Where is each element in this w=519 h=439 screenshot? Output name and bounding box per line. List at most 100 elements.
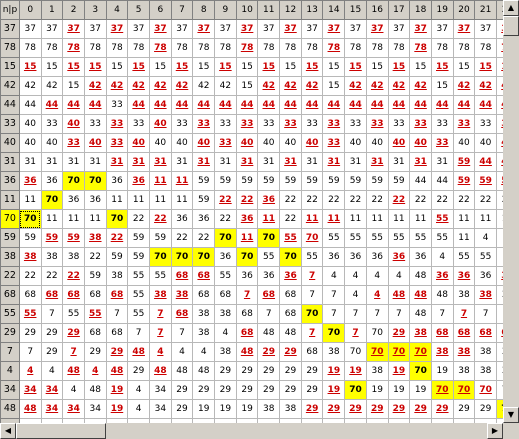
grid-cell[interactable]: 37 [214,19,237,39]
grid-cell[interactable]: 34 [40,380,64,400]
grid-cell[interactable]: 19 [192,399,216,419]
grid-cell[interactable]: 7 [300,285,324,305]
grid-cell[interactable]: 55 [322,228,346,248]
grid-cell[interactable]: 78 [344,38,367,58]
grid-cell[interactable]: 70 [300,304,324,324]
grid-cell[interactable]: 36 [62,190,85,210]
row-header[interactable]: 29 [0,323,20,343]
grid-cell[interactable]: 40 [279,133,302,153]
grid-cell[interactable]: 55 [474,247,497,267]
grid-cell[interactable]: 7 [148,323,172,343]
grid-cell[interactable]: 70 [409,361,432,381]
grid-cell[interactable]: 55 [127,304,150,324]
grid-cell[interactable]: 33 [214,133,237,153]
row-header[interactable]: 44 [0,95,20,115]
grid-cell[interactable]: 7 [62,342,85,362]
row-header[interactable]: 48 [0,399,20,419]
grid-cell[interactable]: 44 [279,95,302,115]
grid-cell[interactable]: 4 [214,323,237,343]
grid-cell[interactable]: 78 [322,38,346,58]
column-header[interactable]: 3 [83,0,107,20]
grid-cell[interactable]: 70 [474,380,497,400]
grid-cell[interactable]: 78 [40,38,64,58]
grid-cell[interactable]: 15 [430,57,454,77]
grid-cell[interactable]: 59 [257,171,281,191]
grid-cell[interactable]: 31 [127,152,150,172]
grid-cell[interactable]: 33 [235,114,259,134]
grid-cell[interactable]: 7 [300,323,324,343]
column-header[interactable]: 21 [474,0,497,20]
grid-cell[interactable]: 44 [192,95,216,115]
grid-cell[interactable]: 15 [127,57,150,77]
grid-cell[interactable]: 34 [62,399,85,419]
grid-cell[interactable]: 19 [105,380,129,400]
grid-cell[interactable]: 38 [192,304,216,324]
grid-cell[interactable]: 22 [192,228,216,248]
grid-cell[interactable]: 37 [322,19,346,39]
grid-cell[interactable]: 22 [387,190,411,210]
grid-cell[interactable]: 59 [235,171,259,191]
grid-cell[interactable]: 29 [300,361,324,381]
row-header[interactable]: 37 [0,19,20,39]
grid-cell[interactable]: 68 [62,285,85,305]
grid-cell[interactable]: 78 [300,38,324,58]
grid-cell[interactable]: 29 [40,342,64,362]
grid-cell[interactable]: 70 [409,342,432,362]
grid-cell[interactable]: 36 [452,266,476,286]
grid-cell[interactable]: 19 [430,361,454,381]
grid-cell[interactable]: 33 [105,95,129,115]
grid-cell[interactable]: 29 [62,323,85,343]
grid-cell[interactable]: 40 [127,133,150,153]
grid-cell[interactable]: 38 [170,285,194,305]
grid-cell[interactable]: 44 [430,171,454,191]
grid-cell[interactable]: 33 [430,114,454,134]
grid-cell[interactable]: 59 [279,171,302,191]
grid-cell[interactable]: 4 [387,266,411,286]
grid-cell[interactable]: 42 [148,76,172,96]
grid-cell[interactable]: 40 [148,133,172,153]
grid-cell[interactable]: 4 [148,342,172,362]
grid-cell[interactable]: 42 [192,76,216,96]
grid-cell[interactable]: 15 [365,57,389,77]
grid-cell[interactable]: 48 [83,380,107,400]
grid-cell[interactable]: 59 [83,266,107,286]
horizontal-scrollbar[interactable]: ◀ ▶ [0,423,503,439]
grid-cell[interactable]: 33 [127,114,150,134]
grid-cell[interactable]: 4 [127,380,150,400]
grid-cell[interactable]: 15 [192,57,216,77]
grid-cell[interactable]: 48 [409,285,432,305]
grid-cell[interactable]: 15 [62,76,85,96]
grid-cell[interactable]: 33 [279,114,302,134]
grid-cell[interactable]: 7 [40,304,64,324]
grid-cell[interactable]: 40 [18,114,42,134]
grid-cell[interactable]: 4 [344,285,367,305]
grid-cell[interactable]: 15 [235,57,259,77]
grid-cell[interactable]: 44 [18,95,42,115]
grid-cell[interactable]: 78 [257,38,281,58]
grid-cell[interactable]: 29 [300,399,324,419]
grid-cell[interactable]: 19 [365,380,389,400]
grid-cell[interactable]: 36 [257,266,281,286]
grid-cell[interactable]: 38 [322,342,346,362]
grid-cell[interactable]: 70 [322,323,346,343]
grid-cell[interactable]: 48 [127,342,150,362]
grid-cell[interactable]: 44 [148,95,172,115]
grid-cell[interactable]: 44 [127,95,150,115]
grid-cell[interactable]: 15 [387,57,411,77]
grid-cell[interactable]: 59 [192,190,216,210]
grid-cell[interactable]: 38 [62,247,85,267]
grid-cell[interactable]: 70 [344,380,367,400]
grid-cell[interactable]: 48 [170,361,194,381]
grid-cell[interactable]: 15 [105,57,129,77]
grid-cell[interactable]: 68 [279,304,302,324]
grid-cell[interactable]: 48 [148,361,172,381]
grid-cell[interactable]: 40 [40,133,64,153]
grid-cell[interactable]: 42 [170,76,194,96]
row-header[interactable]: 33 [0,114,20,134]
grid-cell[interactable]: 78 [105,38,129,58]
grid-cell[interactable]: 68 [192,285,216,305]
grid-cell[interactable]: 38 [474,361,497,381]
column-header[interactable]: 15 [344,0,367,20]
grid-cell[interactable]: 7 [257,304,281,324]
column-header[interactable]: 20 [452,0,476,20]
